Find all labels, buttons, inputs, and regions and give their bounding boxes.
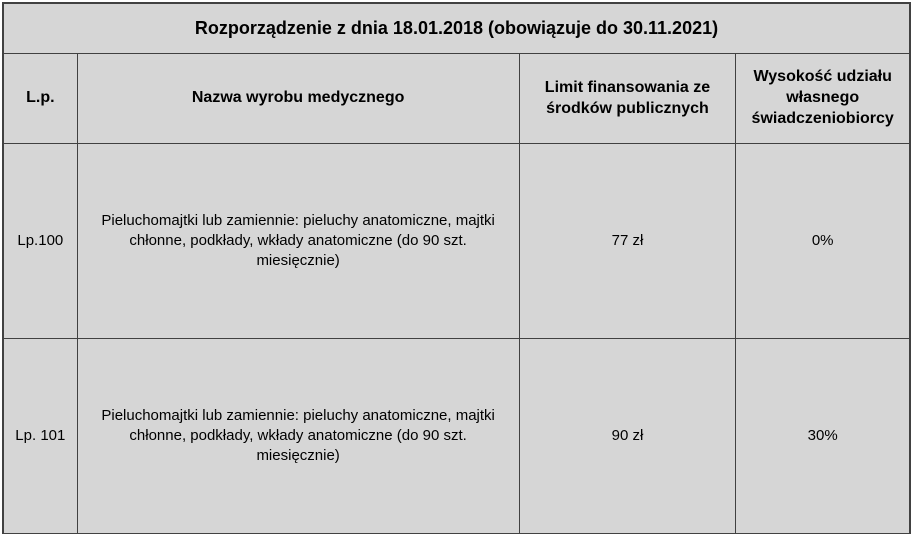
cell-name: Pieluchomajtki lub zamiennie: pieluchy a… [77,339,519,534]
cell-share: 0% [736,144,910,339]
column-header-share: Wysokość udziału własnego świadczeniobio… [736,54,910,144]
cell-name: Pieluchomajtki lub zamiennie: pieluchy a… [77,144,519,339]
cell-share: 30% [736,339,910,534]
cell-lp: Lp. 101 [4,339,78,534]
cell-lp: Lp.100 [4,144,78,339]
table-title-row: Rozporządzenie z dnia 18.01.2018 (obowią… [4,4,910,54]
column-header-name: Nazwa wyrobu medycznego [77,54,519,144]
table-header-row: L.p. Nazwa wyrobu medycznego Limit finan… [4,54,910,144]
table-title: Rozporządzenie z dnia 18.01.2018 (obowią… [4,4,910,54]
regulation-table: Rozporządzenie z dnia 18.01.2018 (obowią… [3,3,910,534]
column-header-limit: Limit finansowania ze środków publicznyc… [519,54,736,144]
cell-limit: 77 zł [519,144,736,339]
column-header-lp: L.p. [4,54,78,144]
cell-limit: 90 zł [519,339,736,534]
table-row: Lp.100 Pieluchomajtki lub zamiennie: pie… [4,144,910,339]
regulation-table-container: Rozporządzenie z dnia 18.01.2018 (obowią… [2,2,911,534]
table-row: Lp. 101 Pieluchomajtki lub zamiennie: pi… [4,339,910,534]
